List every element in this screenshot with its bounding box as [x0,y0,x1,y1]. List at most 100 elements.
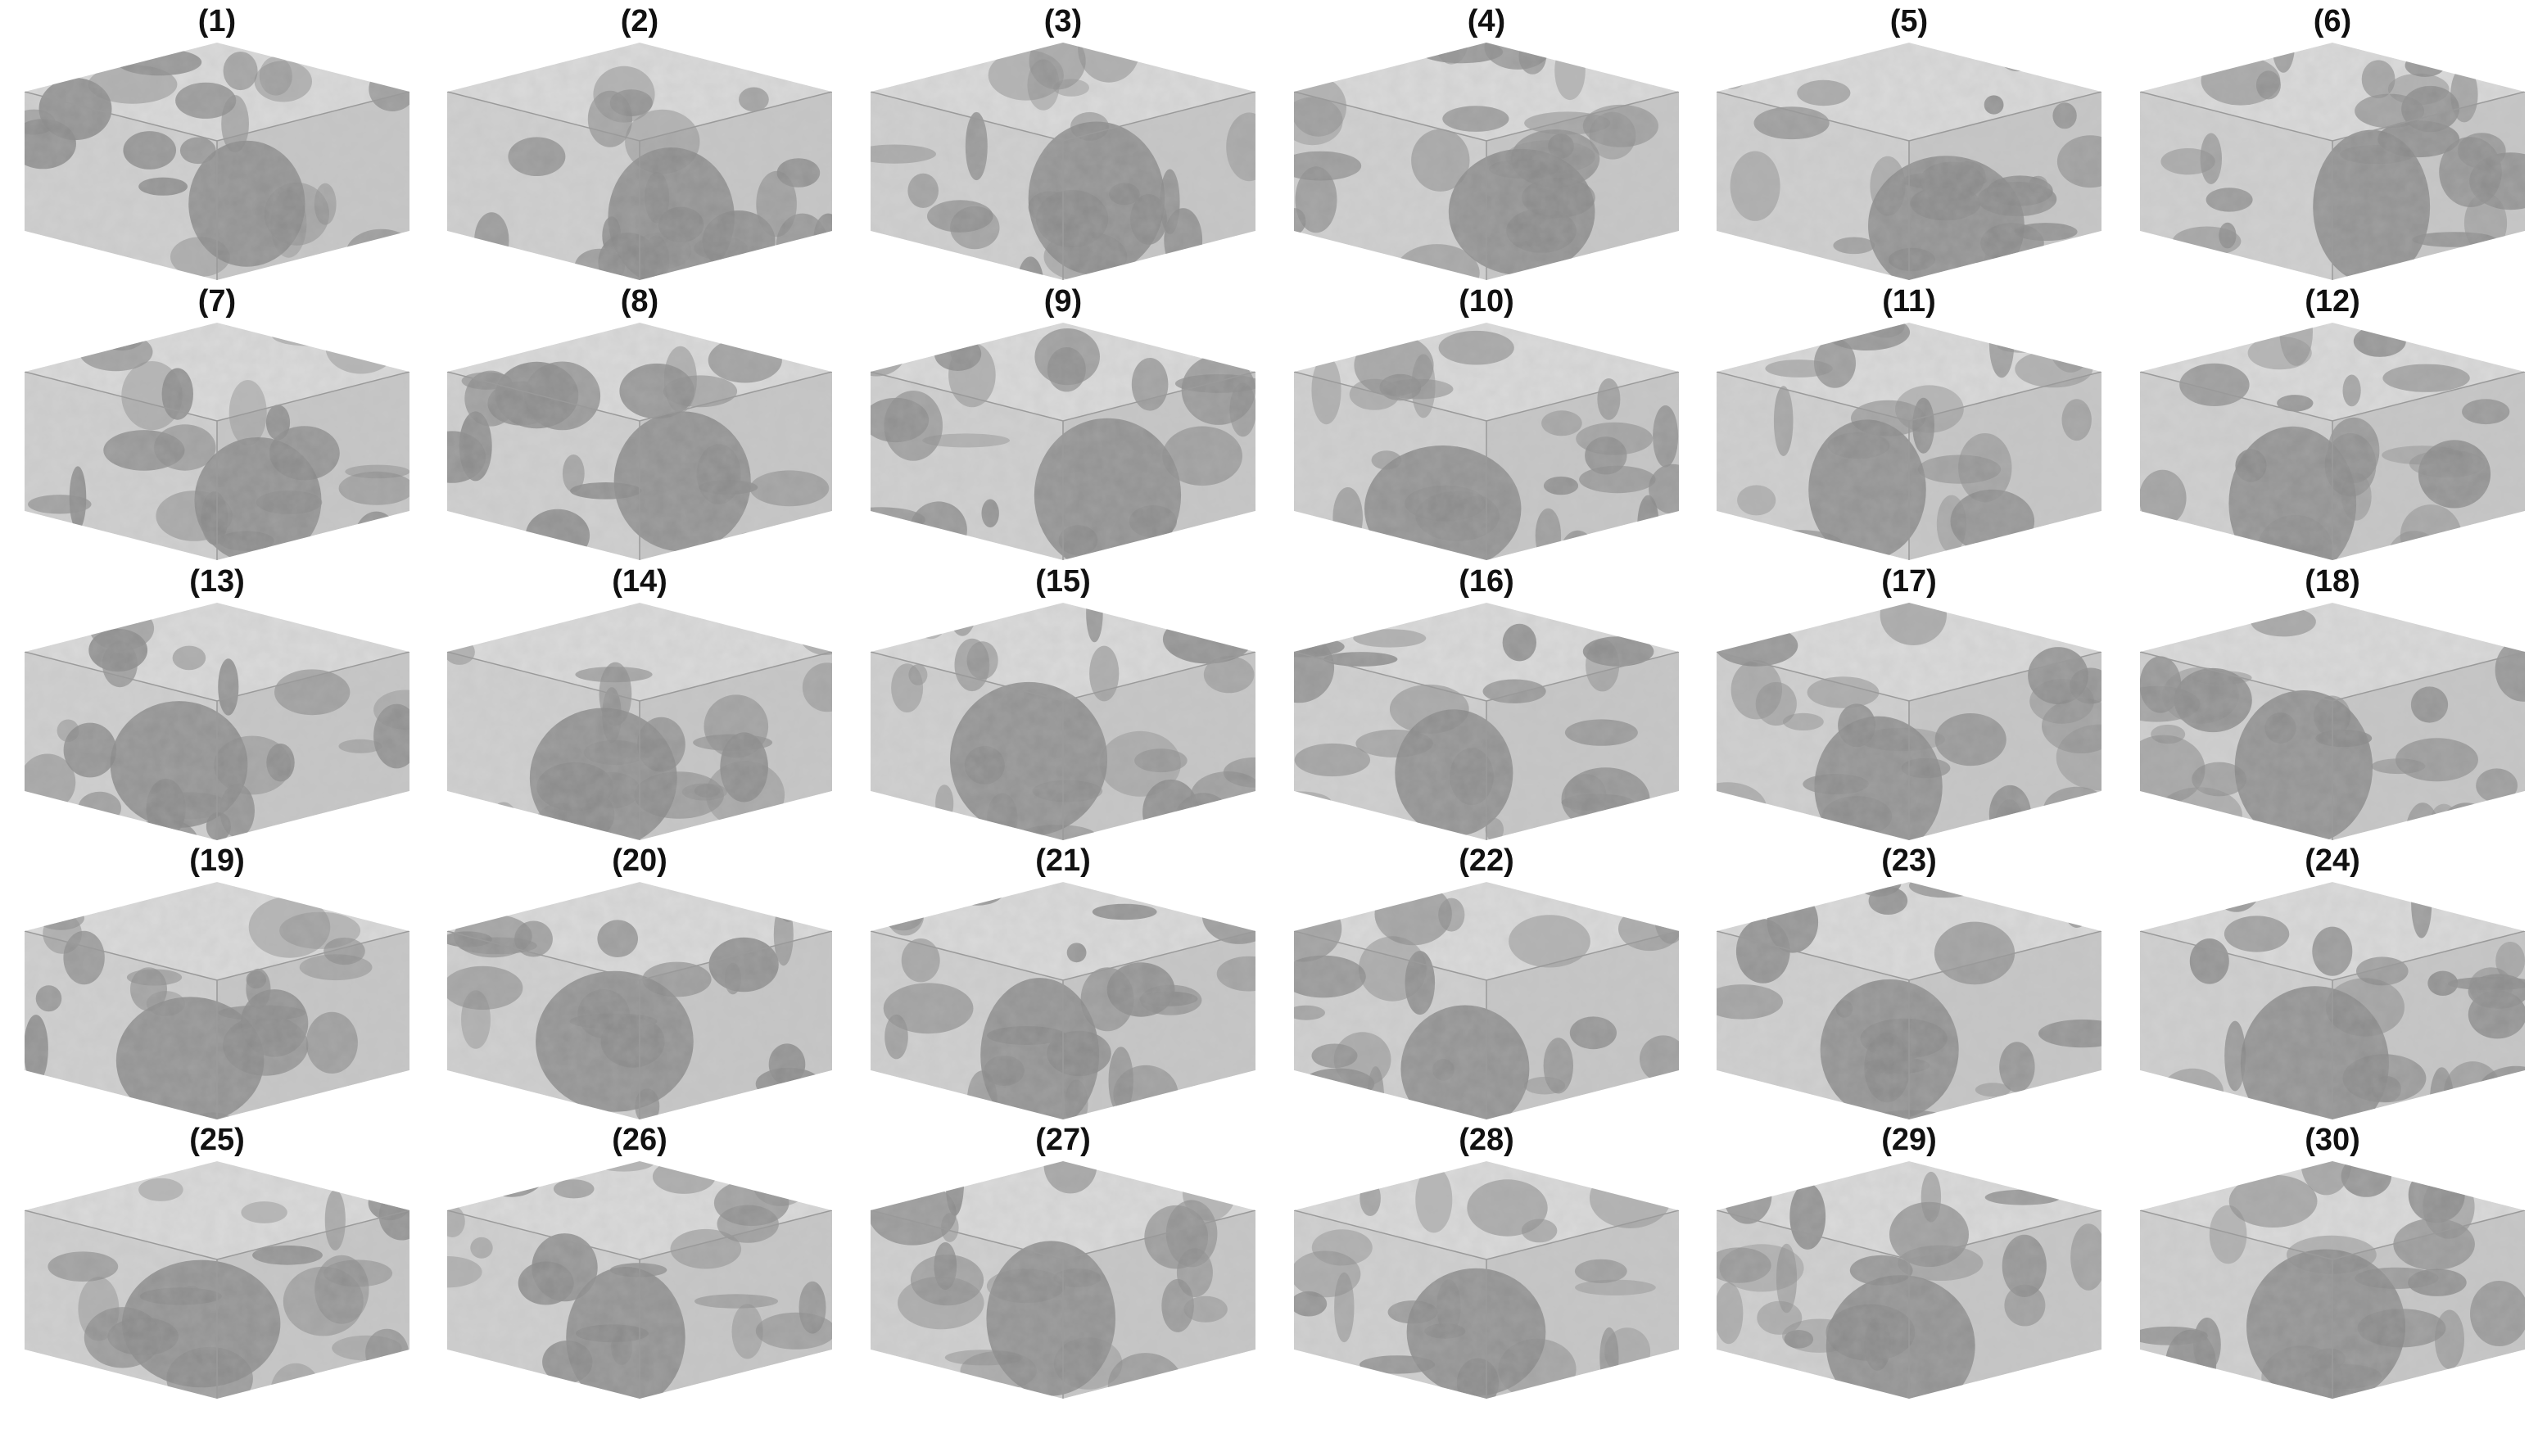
panel-label: (7) [25,280,409,323]
panel-label: (1) [25,0,409,43]
panel-13: (13) [25,560,409,852]
tissue-region [348,1092,432,1107]
panel-17: (17) [1717,560,2101,852]
panel-label: (18) [2140,560,2525,603]
micrograph-cube [871,323,1255,568]
tissue-region [18,519,38,552]
tissue-region [25,240,84,277]
panel-18: (18) [2140,560,2525,852]
micrograph-cube [25,323,409,568]
panel-label: (15) [871,560,1255,603]
panel-30: (30) [2140,1119,2525,1410]
panel-label: (5) [1717,0,2101,43]
micrograph-cube [447,882,832,1128]
panel-3: (3) [871,0,1255,292]
micrograph-cube [1294,1161,1679,1407]
panel-9: (9) [871,280,1255,572]
tissue-region [914,1373,984,1426]
tissue-region [814,1083,843,1123]
tissue-region [1273,882,1352,904]
panel-label: (29) [1717,1119,2101,1161]
micrograph-cube [2140,603,2525,848]
micrograph-cube [1717,603,2101,848]
panel-24: (24) [2140,839,2525,1131]
micrograph-cube [2140,43,2525,288]
panel-12: (12) [2140,280,2525,572]
micrograph-cube [2140,882,2525,1128]
panel-label: (16) [1294,560,1679,603]
micrograph-cube [1294,323,1679,568]
micrograph-cube [25,1161,409,1407]
tissue-region [2481,900,2525,925]
tissue-region [950,1380,1014,1410]
tissue-region [1634,1182,1709,1196]
micrograph-cube [2140,1161,2525,1407]
tissue-region [1728,1358,1764,1393]
micrograph-cube [25,603,409,848]
tissue-region [1744,1097,1781,1119]
micrograph-cube [871,43,1255,288]
micrograph-cube [871,603,1255,848]
micrograph-cube [1717,1161,2101,1407]
micrograph-cube [1717,43,2101,288]
panel-8: (8) [447,280,832,572]
panel-19: (19) [25,839,409,1131]
panel-5: (5) [1717,0,2101,292]
tissue-region [309,1381,348,1422]
panel-label: (19) [25,839,409,882]
tissue-region [2466,1364,2529,1394]
panel-label: (11) [1717,280,2101,323]
micrograph-cube [25,43,409,288]
panel-label: (23) [1717,839,2101,882]
panel-label: (26) [447,1119,832,1161]
panel-label: (20) [447,839,832,882]
panel-label: (3) [871,0,1255,43]
tissue-region [1214,1360,1291,1427]
tissue-region [732,532,764,562]
panel-label: (8) [447,280,832,323]
panel-label: (25) [25,1119,409,1161]
panel-28: (28) [1294,1119,1679,1410]
panel-26: (26) [447,1119,832,1410]
tissue-region [2015,1368,2092,1430]
tissue-region [55,335,107,354]
micrograph-cube [871,1161,1255,1407]
panel-7: (7) [25,280,409,572]
panel-label: (4) [1294,0,1679,43]
tissue-region [914,597,948,639]
panel-label: (17) [1717,560,2101,603]
tissue-region [2425,608,2444,627]
tissue-region [759,1092,812,1117]
panel-label: (28) [1294,1119,1679,1161]
panel-20: (20) [447,839,832,1131]
micrograph-cube [871,882,1255,1128]
panel-label: (21) [871,839,1255,882]
panel-10: (10) [1294,280,1679,572]
micrograph-cube [1294,43,1679,288]
tissue-region [1642,1160,1698,1196]
panel-label: (2) [447,0,832,43]
panel-23: (23) [1717,839,2101,1131]
micrograph-cube [447,323,832,568]
panel-14: (14) [447,560,832,852]
panel-label: (12) [2140,280,2525,323]
panel-label: (6) [2140,0,2525,43]
panel-label: (13) [25,560,409,603]
tissue-region [2441,894,2509,914]
panel-label: (27) [871,1119,1255,1161]
panel-4: (4) [1294,0,1679,292]
panel-27: (27) [871,1119,1255,1410]
panel-2: (2) [447,0,832,292]
panel-21: (21) [871,839,1255,1131]
micrograph-cube [1717,323,2101,568]
panel-label: (10) [1294,280,1679,323]
panel-16: (16) [1294,560,1679,852]
panel-15: (15) [871,560,1255,852]
panel-1: (1) [25,0,409,292]
micrograph-cube [447,1161,832,1407]
micrograph-cube [1294,882,1679,1128]
micrograph-cube [2140,323,2525,568]
tissue-region [738,1375,771,1405]
panel-29: (29) [1717,1119,2101,1410]
